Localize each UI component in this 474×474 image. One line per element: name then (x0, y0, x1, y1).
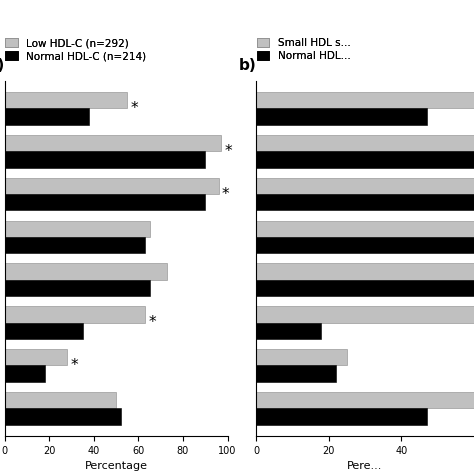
Bar (256, 280, 474, 296)
Bar (256, 220, 474, 237)
Bar (5, 92, 127, 109)
Bar (5, 220, 149, 237)
Text: a): a) (0, 58, 4, 73)
Bar (256, 237, 474, 253)
Bar (5, 135, 221, 151)
Bar (256, 135, 474, 151)
Bar (5, 365, 45, 382)
Bar (5, 280, 149, 296)
Text: *: * (222, 187, 229, 201)
Text: b): b) (238, 58, 256, 73)
Bar (5, 237, 145, 253)
Bar (256, 323, 321, 339)
Bar (256, 151, 474, 167)
Bar (256, 264, 474, 280)
Bar (256, 109, 427, 125)
Legend: Small HDL s..., Normal HDL...: Small HDL s..., Normal HDL... (257, 38, 350, 61)
Bar (5, 264, 167, 280)
Bar (5, 408, 120, 425)
Bar (256, 178, 474, 194)
Text: *: * (71, 358, 78, 373)
Bar (256, 194, 474, 210)
Bar (256, 392, 474, 408)
Bar (5, 194, 205, 210)
X-axis label: Pere...: Pere... (347, 461, 383, 471)
Bar (5, 323, 82, 339)
Text: *: * (148, 315, 156, 330)
Text: *: * (224, 144, 232, 159)
Legend: Low HDL-C (n=292), Normal HDL-C (n=214): Low HDL-C (n=292), Normal HDL-C (n=214) (6, 38, 146, 61)
Bar (256, 306, 474, 323)
Bar (5, 392, 116, 408)
Bar (256, 408, 427, 425)
Bar (5, 151, 205, 167)
Bar (256, 365, 336, 382)
Bar (5, 349, 67, 365)
Text: *: * (131, 101, 138, 116)
Bar (5, 306, 145, 323)
Bar (5, 109, 90, 125)
Bar (256, 349, 347, 365)
Bar (5, 178, 219, 194)
Bar (256, 92, 474, 109)
X-axis label: Percentage: Percentage (85, 461, 147, 471)
